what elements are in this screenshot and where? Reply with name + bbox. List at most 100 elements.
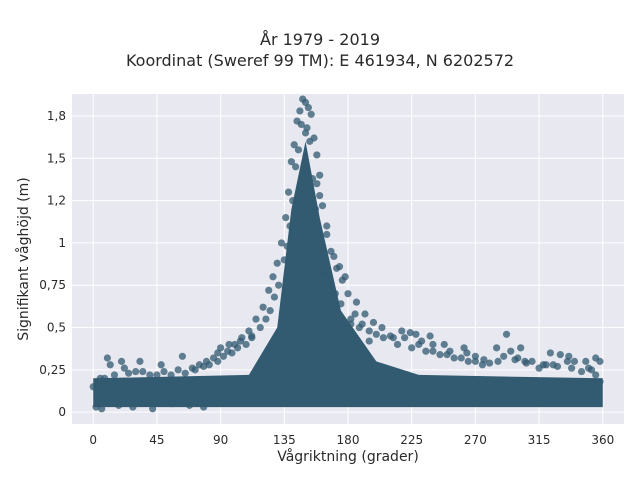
data-point — [422, 347, 430, 355]
y-tick-label: 1 — [58, 236, 66, 250]
data-point — [277, 239, 286, 247]
data-point — [300, 188, 308, 196]
data-point — [200, 362, 208, 371]
data-point — [280, 256, 288, 264]
data-point — [351, 310, 359, 318]
data-point — [160, 367, 168, 376]
data-point — [330, 252, 338, 261]
data-point — [347, 320, 355, 328]
data-point — [314, 230, 322, 239]
data-point — [480, 356, 488, 364]
data-point — [341, 273, 349, 281]
data-point — [286, 222, 294, 230]
chart-subtitle: Koordinat (Sweref 99 TM): E 461934, N 62… — [125, 51, 515, 70]
data-point — [355, 323, 363, 332]
data-point — [259, 303, 267, 311]
data-point — [596, 378, 604, 386]
data-point — [181, 369, 189, 377]
data-point — [103, 354, 111, 362]
data-point — [136, 357, 144, 365]
data-point — [106, 361, 114, 369]
y-tick-label: 0,25 — [39, 363, 66, 377]
data-point — [463, 349, 471, 357]
data-point — [577, 367, 586, 376]
data-point — [214, 349, 222, 357]
data-point — [323, 230, 331, 239]
data-point — [587, 366, 596, 374]
data-point — [369, 318, 378, 327]
data-point — [167, 371, 175, 379]
data-point — [440, 340, 448, 349]
data-point — [485, 359, 494, 367]
data-point — [553, 362, 562, 371]
data-point — [304, 103, 312, 112]
data-point — [347, 315, 355, 323]
data-point — [294, 146, 303, 154]
x-tick-label: 90 — [213, 433, 228, 447]
data-point — [205, 361, 213, 369]
data-point — [174, 366, 182, 374]
data-point — [307, 110, 315, 118]
data-point — [335, 263, 344, 271]
data-point — [100, 374, 109, 382]
data-point — [398, 327, 406, 335]
data-point — [270, 293, 278, 301]
data-point — [316, 171, 324, 179]
x-axis-ticks: 0 45 90 135 180 225 270 315 360 — [89, 433, 614, 447]
data-point — [331, 290, 339, 298]
data-point — [582, 357, 590, 365]
data-point — [125, 369, 133, 377]
data-point — [408, 344, 416, 352]
data-point — [365, 337, 373, 345]
data-point — [117, 357, 126, 365]
data-point — [115, 401, 123, 409]
data-point — [292, 163, 300, 171]
data-point — [522, 359, 530, 367]
data-point — [401, 334, 409, 342]
data-point — [168, 400, 177, 408]
data-point — [565, 352, 573, 360]
data-point — [446, 347, 454, 355]
data-point — [320, 269, 328, 277]
data-point — [309, 175, 317, 183]
x-tick-label: 360 — [591, 433, 614, 447]
data-point — [185, 401, 194, 409]
data-point — [242, 340, 250, 349]
data-point — [493, 344, 501, 352]
data-point — [471, 352, 479, 360]
x-tick-label: 135 — [273, 433, 296, 447]
data-point — [266, 307, 274, 315]
data-point — [284, 188, 293, 196]
data-point — [289, 197, 297, 205]
x-tick-label: 45 — [149, 433, 164, 447]
data-point — [236, 337, 245, 345]
data-point — [556, 351, 564, 359]
data-point — [316, 191, 324, 200]
data-point — [149, 405, 157, 413]
data-point — [313, 180, 321, 188]
data-point — [379, 334, 387, 342]
data-point — [318, 202, 327, 210]
data-point — [225, 340, 233, 349]
data-point — [282, 213, 290, 222]
data-point — [252, 315, 260, 323]
data-point — [89, 383, 97, 391]
data-point — [306, 137, 314, 145]
data-point — [365, 327, 373, 335]
data-point — [157, 361, 165, 369]
data-point — [262, 315, 270, 323]
data-point — [429, 340, 437, 349]
y-tick-label: 1,8 — [47, 109, 66, 123]
data-point — [120, 364, 128, 372]
data-point — [352, 298, 361, 306]
data-point — [511, 356, 519, 364]
x-tick-label: 315 — [528, 433, 551, 447]
data-point — [568, 364, 576, 372]
data-point — [275, 281, 283, 289]
data-point — [92, 403, 100, 411]
data-point — [494, 357, 502, 365]
data-point — [153, 371, 161, 379]
data-point — [146, 371, 154, 379]
data-point — [317, 252, 325, 261]
